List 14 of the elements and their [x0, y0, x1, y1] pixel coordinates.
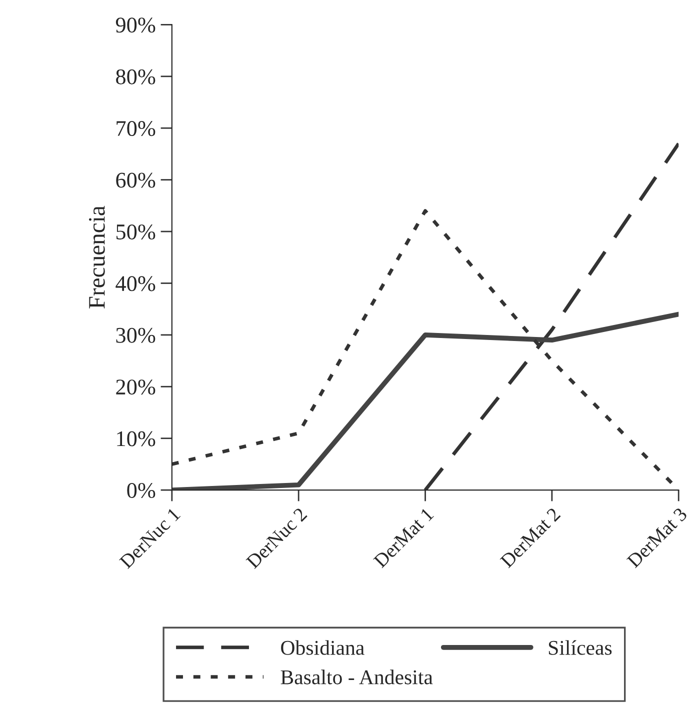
y-tick-label: 10% [117, 431, 156, 446]
y-tick-label: 70% [116, 121, 156, 136]
y-tick-label: 50% [116, 224, 156, 240]
legend-label: Obsidiana [281, 640, 364, 655]
y-tick-label: 90% [116, 18, 156, 33]
y-axis-title: Frecuencia [88, 206, 105, 308]
y-tick-label: 40% [116, 276, 156, 292]
legend-label: Basalto - Andesita [280, 670, 433, 684]
y-tick-label: 60% [116, 172, 156, 188]
y-tick-label: 80% [116, 69, 156, 84]
legend-label: Silíceas [548, 640, 612, 655]
y-tick-label: 20% [116, 380, 156, 395]
y-tick-label: 30% [116, 328, 156, 343]
y-tick-label: 0% [127, 482, 156, 498]
